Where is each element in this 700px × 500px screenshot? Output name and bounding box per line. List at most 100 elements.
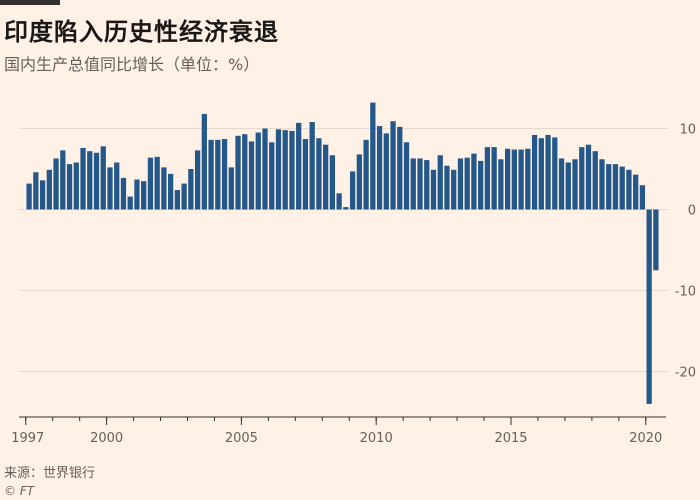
bar xyxy=(141,181,147,210)
bar xyxy=(478,160,484,210)
bar xyxy=(39,180,46,210)
bar xyxy=(639,185,646,210)
bar xyxy=(120,177,127,210)
bar xyxy=(518,149,524,210)
bar xyxy=(633,174,639,210)
bar xyxy=(504,148,511,210)
bar xyxy=(383,133,389,210)
x-tick-label: 2005 xyxy=(225,431,258,446)
bar xyxy=(349,171,356,210)
bar xyxy=(592,151,598,210)
bar xyxy=(579,147,585,210)
bar xyxy=(370,102,376,210)
bar xyxy=(531,134,538,210)
bar xyxy=(619,166,625,210)
ft-credit: © FT xyxy=(4,484,35,498)
bar xyxy=(363,139,369,210)
bar xyxy=(329,155,336,210)
bars xyxy=(26,102,659,404)
bar xyxy=(161,167,167,210)
bar xyxy=(289,130,295,210)
bar xyxy=(511,149,517,210)
bar xyxy=(653,209,659,271)
bar xyxy=(201,113,207,210)
y-tick-label: -10 xyxy=(675,285,696,300)
bar xyxy=(242,134,248,210)
x-tick-label: 2010 xyxy=(360,431,393,446)
bar xyxy=(565,162,571,210)
bar xyxy=(53,158,59,210)
bar xyxy=(215,139,221,210)
bar xyxy=(87,151,93,210)
bar xyxy=(127,196,133,210)
bar xyxy=(437,155,443,210)
bar xyxy=(323,144,329,210)
bar xyxy=(235,135,241,210)
y-tick-label: -20 xyxy=(675,366,696,381)
bar xyxy=(309,122,315,210)
x-tick-label: 1997 xyxy=(11,431,44,446)
bar xyxy=(296,122,302,210)
bar xyxy=(282,130,288,210)
bar xyxy=(376,126,383,210)
bar xyxy=(491,147,497,210)
bar xyxy=(26,183,32,210)
bar xyxy=(269,142,275,210)
bar xyxy=(430,169,437,210)
x-tick-label: 2015 xyxy=(494,431,527,446)
bar xyxy=(390,121,396,210)
bar xyxy=(626,169,632,210)
bar xyxy=(248,141,255,210)
bar xyxy=(60,150,66,210)
bar xyxy=(336,193,342,210)
bar xyxy=(525,148,531,210)
bar xyxy=(538,138,544,210)
bar xyxy=(46,169,52,210)
bar xyxy=(194,150,201,210)
bar xyxy=(599,159,605,210)
bar xyxy=(302,139,309,210)
bar xyxy=(403,142,410,210)
bar xyxy=(221,139,228,210)
y-tick-label: 0 xyxy=(688,204,696,219)
bar xyxy=(168,173,174,210)
bar xyxy=(646,209,652,404)
chart-title: 印度陷入历史性经济衰退 xyxy=(4,18,279,46)
bar xyxy=(174,190,181,210)
x-tick-label: 2000 xyxy=(90,431,123,446)
bar xyxy=(316,138,322,210)
bar xyxy=(134,179,140,210)
bar xyxy=(80,147,86,210)
bar xyxy=(66,164,73,210)
bar xyxy=(93,152,100,210)
ft-top-bar xyxy=(0,0,60,5)
bar xyxy=(181,183,187,210)
bar xyxy=(545,134,551,210)
bar xyxy=(73,162,79,210)
bar xyxy=(154,156,160,210)
bar xyxy=(464,157,470,210)
bar xyxy=(612,164,619,210)
source-note: 来源：世界银行 xyxy=(4,466,96,481)
bar xyxy=(188,169,194,210)
bar xyxy=(552,137,558,210)
bar xyxy=(498,159,504,210)
bar xyxy=(114,162,120,210)
bar xyxy=(208,139,214,210)
bar xyxy=(107,167,113,210)
bar xyxy=(410,158,416,210)
bar xyxy=(451,169,457,210)
bar xyxy=(606,164,612,210)
bar xyxy=(262,128,268,210)
bar xyxy=(255,132,261,210)
bar xyxy=(147,157,154,210)
bar xyxy=(558,158,565,210)
x-tick-label: 2020 xyxy=(629,431,662,446)
axes: 10 0 -10 -20 1997 2000 2005 2010 2015 2020 xyxy=(11,123,696,447)
bar xyxy=(444,165,450,210)
bar xyxy=(424,160,430,210)
chart-subtitle: 国内生产总值同比增长（单位：%） xyxy=(4,55,260,74)
bar xyxy=(100,146,106,210)
bar xyxy=(417,158,423,210)
